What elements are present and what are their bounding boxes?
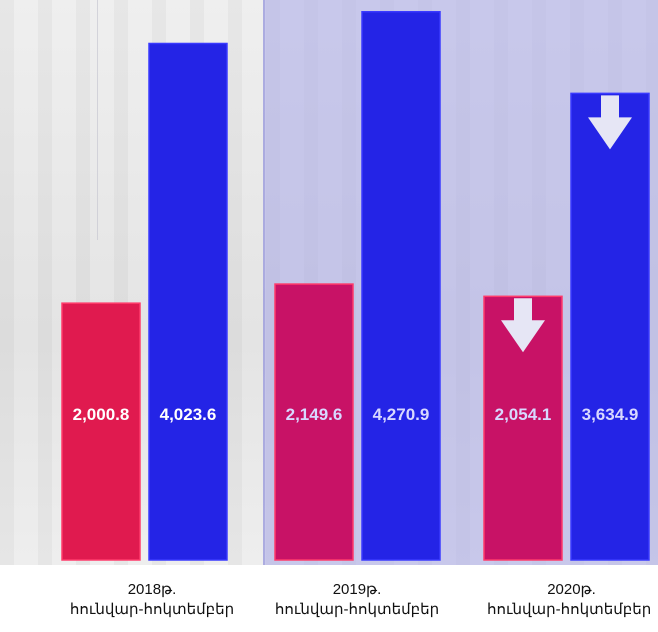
bar-red-1 — [274, 283, 354, 561]
data-label: 2,000.8 — [73, 405, 130, 424]
data-label: 4,270.9 — [373, 405, 430, 424]
category-label-2019: 2019թ. հունվար-հոկտեմբեր — [257, 580, 457, 620]
category-year: 2020թ. — [547, 581, 596, 598]
bar-red-0 — [61, 302, 141, 561]
faint-gridline — [97, 0, 98, 240]
down-arrow-icon — [501, 298, 545, 353]
bar-blue-0 — [148, 42, 228, 561]
category-year: 2018թ. — [127, 581, 177, 598]
bar-blue-1 — [361, 10, 441, 561]
data-label: 4,023.6 — [160, 405, 217, 424]
category-period: հունվար-հոկտեմբեր — [69, 601, 235, 618]
data-label: 3,634.9 — [582, 405, 639, 424]
data-label: 2,149.6 — [286, 405, 343, 424]
category-year: 2019թ. — [332, 581, 382, 598]
down-arrow-icon — [588, 95, 632, 150]
category-label-2020: 2020թ. հունվար-հոկտեմբեր — [485, 580, 658, 620]
category-period: հունվար-հոկտեմբեր — [274, 601, 440, 618]
category-label-2018: 2018թ. հունվար-հոկտեմբեր — [52, 580, 252, 620]
data-label: 2,054.1 — [495, 405, 552, 424]
bar-blue-2 — [570, 92, 650, 561]
category-period: հունվար-հոկտեմբեր — [487, 601, 652, 618]
